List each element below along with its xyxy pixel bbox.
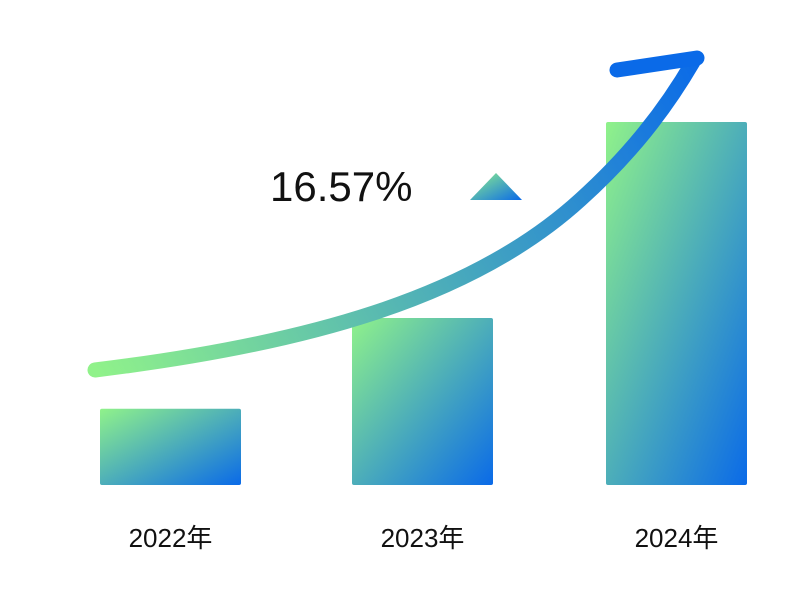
- growth-annotation: 16.57%: [270, 163, 412, 210]
- x-tick-label: 2022年: [129, 523, 213, 553]
- bar: [352, 318, 493, 485]
- up-triangle: [470, 173, 522, 200]
- x-tick-label: 2024年: [635, 523, 719, 553]
- bar: [100, 408, 241, 485]
- x-tick-label: 2023年: [381, 523, 465, 553]
- bar: [606, 122, 747, 485]
- growth-arrow: [87, 54, 701, 378]
- arrow-head: [609, 50, 705, 78]
